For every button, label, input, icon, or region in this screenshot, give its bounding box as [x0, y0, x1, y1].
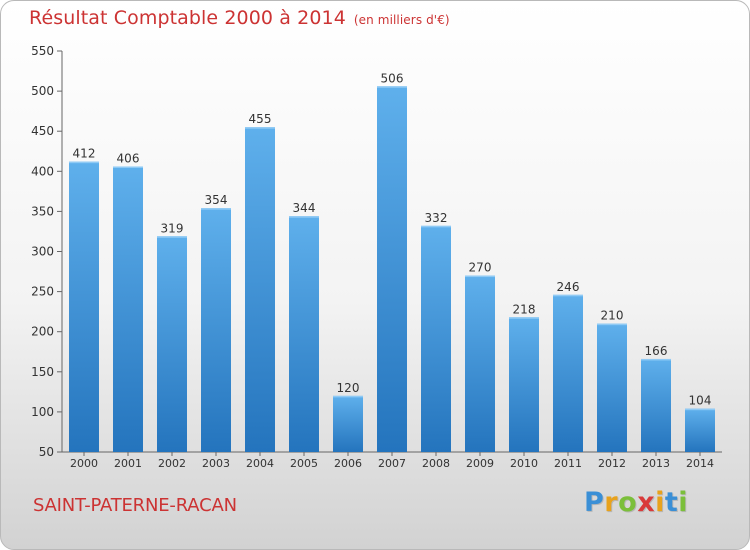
bar-highlight [465, 275, 495, 278]
x-tick-label: 2001 [114, 457, 142, 470]
logo-letter: x [637, 487, 656, 518]
data-label: 406 [117, 151, 140, 165]
data-label: 120 [337, 381, 360, 395]
data-label: 412 [73, 147, 96, 161]
data-label: 506 [381, 71, 404, 85]
x-tick-label: 2005 [290, 457, 318, 470]
data-label: 246 [557, 280, 580, 294]
x-tick-label: 2010 [510, 457, 538, 470]
bar-2007 [377, 86, 407, 453]
bar-2009 [465, 275, 495, 452]
data-label: 354 [205, 193, 228, 207]
data-label: 104 [689, 394, 712, 408]
bar-highlight [157, 236, 187, 238]
data-label: 455 [249, 112, 272, 126]
x-tick-label: 2003 [202, 457, 230, 470]
x-tick-label: 2004 [246, 457, 274, 470]
logo-letter: o [618, 487, 638, 518]
x-tick-label: 2011 [554, 457, 582, 470]
x-tick-label: 2009 [466, 457, 494, 470]
bar-2003 [201, 208, 231, 452]
chart-title-text: Résultat Comptable 2000 à 2014 [29, 7, 346, 29]
y-tick-label: 50 [39, 445, 54, 459]
bar-2014 [685, 408, 715, 452]
bar-highlight [509, 317, 539, 319]
bar-highlight [641, 358, 671, 361]
bar-2000 [69, 161, 99, 452]
chart-title: Résultat Comptable 2000 à 2014 (en millie… [29, 7, 450, 29]
logo-letter: i [655, 487, 665, 518]
bar-2004 [245, 127, 275, 452]
bar-highlight [421, 225, 451, 228]
commune-name: SAINT-PATERNE-RACAN [33, 495, 237, 516]
bar-highlight [69, 161, 99, 164]
bar-highlight [553, 294, 583, 297]
x-tick-label: 2013 [642, 457, 670, 470]
y-tick-label: 100 [31, 405, 54, 419]
y-tick-label: 500 [31, 84, 54, 98]
chart-unit: (en milliers d'€) [353, 13, 450, 27]
bar-2013 [641, 358, 671, 452]
x-tick-label: 2012 [598, 457, 626, 470]
y-tick-label: 200 [31, 325, 54, 339]
logo-letter: i [678, 487, 689, 518]
chart-bars [69, 86, 715, 453]
bar-highlight [597, 323, 627, 326]
bar-highlight [289, 216, 319, 218]
bar-2008 [421, 225, 451, 452]
bar-highlight [245, 127, 275, 129]
data-label: 344 [293, 201, 316, 215]
y-tick-label: 150 [31, 365, 54, 379]
logo-letter: r [604, 487, 619, 518]
y-tick-label: 450 [31, 124, 54, 138]
x-tick-label: 2000 [70, 457, 98, 470]
bar-highlight [377, 86, 407, 88]
bar-highlight [113, 166, 143, 168]
y-tick-label: 300 [31, 245, 54, 259]
x-tick-label: 2007 [378, 457, 406, 470]
bar-highlight [333, 395, 363, 398]
data-label: 166 [645, 344, 668, 358]
x-tick-label: 2002 [158, 457, 186, 470]
bar-2006 [333, 395, 363, 452]
data-label: 210 [601, 309, 624, 323]
x-tick-label: 2008 [422, 457, 450, 470]
bar-2010 [509, 317, 539, 452]
bar-2005 [289, 216, 319, 452]
data-label: 319 [161, 221, 184, 235]
y-tick-label: 550 [31, 44, 54, 58]
y-tick-label: 250 [31, 285, 54, 299]
proxiti-logo: Proxiti [584, 487, 688, 518]
y-tick-label: 350 [31, 204, 54, 218]
chart-data-labels: 412 406 319 354 455 344 120 506 332 270 218 246 210 1… [73, 71, 712, 407]
logo-letter: t [664, 487, 679, 518]
bar-highlight [685, 408, 715, 411]
bar-highlight [201, 208, 231, 210]
bar-2011 [553, 294, 583, 452]
bar-2012 [597, 323, 627, 452]
data-label: 332 [425, 211, 448, 225]
bar-2002 [157, 236, 187, 452]
data-label: 218 [513, 302, 536, 316]
x-tick-label: 2006 [334, 457, 362, 470]
bar-2001 [113, 166, 143, 452]
y-tick-label: 400 [31, 164, 54, 178]
x-tick-label: 2014 [686, 457, 714, 470]
data-label: 270 [469, 261, 492, 275]
logo-letter: P [584, 487, 605, 518]
